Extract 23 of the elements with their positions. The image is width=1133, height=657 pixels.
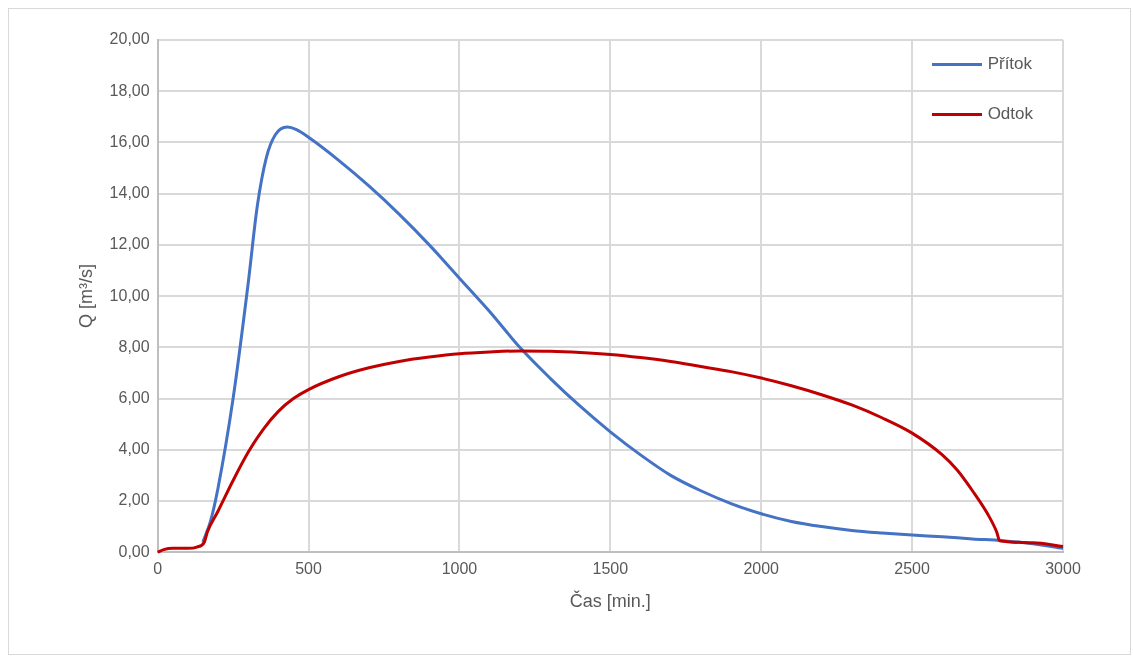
y-tick-label: 12,00 [109, 235, 150, 253]
y-tick-label: 10,00 [109, 286, 150, 304]
legend-label: Odtok [987, 104, 1033, 124]
y-tick-label: 18,00 [109, 81, 150, 99]
y-tick-label: 2,00 [118, 491, 150, 509]
x-tick-label: 2500 [894, 560, 930, 578]
x-axis-title: Čas [min.] [569, 590, 651, 612]
y-tick-label: 6,00 [118, 388, 150, 406]
y-tick-label: 4,00 [118, 440, 150, 458]
y-tick-label: 16,00 [109, 132, 150, 150]
x-tick-label: 0 [153, 560, 163, 578]
y-tick-label: 14,00 [109, 184, 150, 202]
y-tick-label: 20,00 [109, 30, 150, 48]
y-axis-title: Q [m³/s] [75, 264, 96, 329]
x-tick-label: 500 [295, 560, 322, 578]
y-tick-label: 0,00 [118, 542, 150, 560]
x-tick-label: 1500 [592, 560, 629, 578]
x-tick-label: 3000 [1045, 560, 1081, 578]
x-tick-label: 1000 [441, 560, 478, 578]
legend-label: Přítok [987, 54, 1033, 74]
line-series [201, 125, 1065, 550]
x-tick-label: 2000 [743, 560, 780, 578]
y-tick-label: 8,00 [118, 337, 150, 355]
